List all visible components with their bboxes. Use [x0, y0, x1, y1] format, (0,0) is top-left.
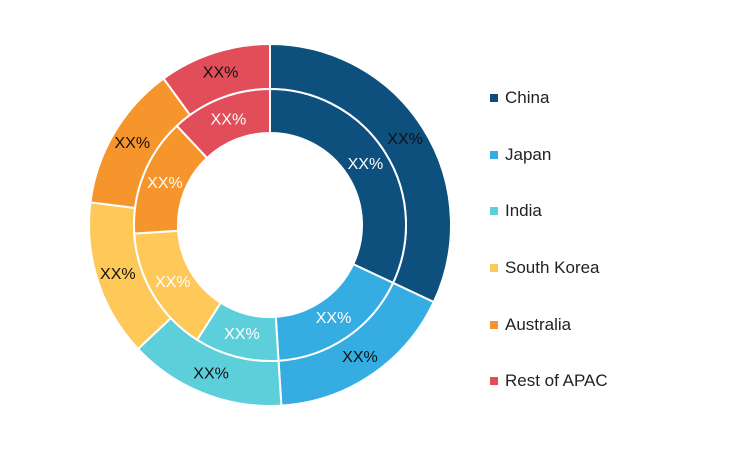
inner-segment-label: XX%	[147, 175, 183, 192]
legend-swatch	[490, 150, 498, 159]
legend-swatch	[490, 207, 498, 216]
outer-segment-label: XX%	[193, 365, 229, 382]
inner-segment-label: XX%	[316, 310, 352, 327]
legend-item-rest-of-apac[interactable]: Rest of APAC	[490, 353, 740, 410]
outer-segment-label: XX%	[114, 135, 150, 152]
legend-label: Rest of APAC	[505, 371, 608, 391]
legend-item-china[interactable]: China	[490, 70, 740, 127]
legend-swatch	[490, 264, 498, 273]
outer-segment-label: XX%	[100, 266, 136, 283]
inner-segment-label: XX%	[224, 326, 260, 343]
inner-segment-label: XX%	[155, 274, 191, 291]
legend-label: China	[505, 88, 550, 108]
inner-ring	[133, 87, 407, 362]
legend: China Japan India South Korea Australia …	[490, 70, 740, 410]
legend-label: India	[505, 201, 542, 221]
inner-segment-rest-of-apac[interactable]	[175, 87, 271, 160]
outer-segment-label: XX%	[342, 349, 378, 366]
legend-item-japan[interactable]: Japan	[490, 127, 740, 184]
outer-segment-label: XX%	[387, 131, 423, 148]
legend-item-south-korea[interactable]: South Korea	[490, 240, 740, 297]
legend-swatch	[490, 377, 498, 386]
inner-segment-china[interactable]	[269, 87, 407, 285]
legend-label: Japan	[505, 144, 552, 164]
outer-segment-label: XX%	[203, 64, 239, 81]
legend-swatch	[490, 94, 498, 103]
legend-item-india[interactable]: India	[490, 183, 740, 240]
inner-segment-label: XX%	[348, 156, 384, 173]
legend-label: South Korea	[505, 258, 600, 278]
inner-segment-label: XX%	[211, 111, 247, 128]
legend-item-australia[interactable]: Australia	[490, 296, 740, 353]
segment-labels: XX%XX%XX%XX%XX%XX%XX%XX%XX%XX%XX%XX%	[100, 64, 423, 382]
legend-label: Australia	[505, 314, 572, 334]
legend-swatch	[490, 320, 498, 329]
